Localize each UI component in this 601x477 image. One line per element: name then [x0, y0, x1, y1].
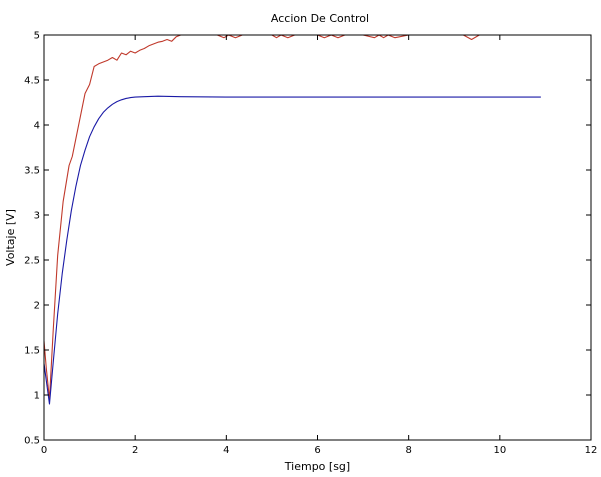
x-tick-label: 0	[41, 445, 47, 456]
y-tick-label: 2	[34, 301, 40, 312]
y-axis-label: Voltaje [V]	[4, 209, 17, 266]
series-line-2	[44, 95, 541, 405]
x-tick-label: 10	[493, 445, 506, 456]
y-tick-label: 0.5	[24, 436, 40, 447]
x-tick-label: 6	[314, 445, 320, 456]
x-axis-label: Tiempo [sg]	[284, 460, 350, 473]
y-tick-label: 5	[34, 31, 40, 42]
y-tick-label: 3	[34, 211, 40, 222]
y-tick-label: 1	[34, 391, 40, 402]
y-tick-label: 1.5	[24, 346, 40, 357]
y-tick-label: 3.5	[24, 166, 40, 177]
x-tick-label: 4	[223, 445, 229, 456]
x-tick-label: 8	[405, 445, 411, 456]
y-tick-label: 2.5	[24, 256, 40, 267]
x-tick-label: 12	[585, 445, 598, 456]
y-tick-label: 4.5	[24, 76, 40, 87]
x-tick-label: 2	[132, 445, 138, 456]
y-axis: 0.5 1 1.5 2 2.5 3 3.5 4 4.5 5	[24, 31, 591, 447]
chart-title: Accion De Control	[271, 12, 369, 25]
y-tick-label: 4	[34, 121, 40, 132]
x-axis: 0 2 4 6 8 10 12	[41, 35, 598, 456]
